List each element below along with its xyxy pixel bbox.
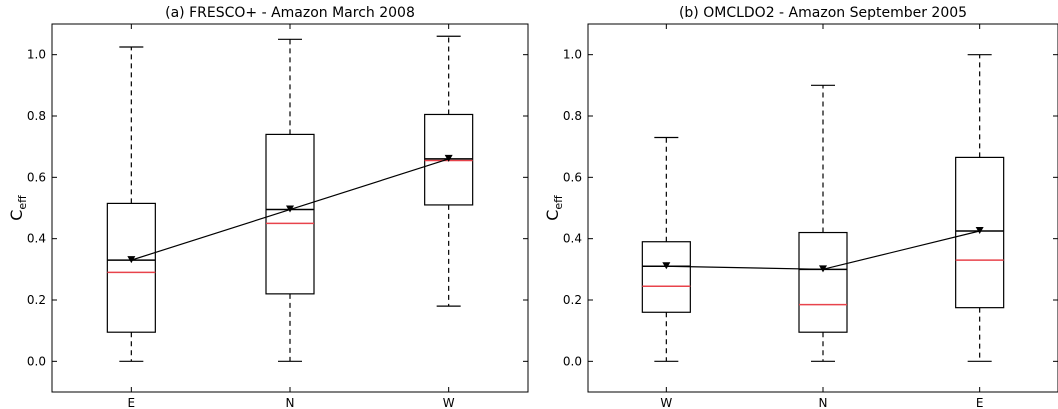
x-tick-label: W	[443, 396, 455, 409]
y-tick-label: 0.6	[27, 170, 46, 184]
box-N	[265, 38, 315, 362]
panel-b: (b) OMCLDO2 - Amazon September 2005 Ceff 0…	[543, 5, 1058, 409]
y-tick-label: 0.2	[27, 293, 46, 307]
y-axis-label: Ceff	[543, 195, 565, 221]
y-tick-label: 0.4	[563, 232, 582, 246]
mean-marker	[975, 227, 984, 234]
y-axis-label-main: C	[543, 210, 562, 221]
y-tick-label: 0.6	[563, 170, 582, 184]
y-tick-label: 0.2	[563, 293, 582, 307]
y-axis-label-main: C	[7, 210, 26, 221]
mean-marker	[127, 256, 136, 264]
x-tick-label: W	[660, 396, 672, 409]
box-W	[424, 35, 474, 307]
y-tick-label: 1.0	[27, 48, 46, 62]
x-tick-label: E	[128, 396, 136, 409]
mean-marker	[444, 154, 453, 162]
mean-marker	[819, 265, 827, 273]
box-E	[106, 46, 156, 362]
mean-line	[666, 230, 980, 270]
x-tick-label: N	[286, 396, 295, 409]
panel-a: (a) FRESCO+ - Amazon March 2008 Ceff 0.0 0.…	[7, 5, 529, 409]
y-tick-label: 1.0	[563, 48, 582, 62]
axes-frame	[51, 23, 529, 393]
x-tick-label: N	[819, 396, 828, 409]
box-iqr	[265, 133, 315, 295]
box-iqr	[955, 156, 1005, 309]
box-W	[641, 136, 691, 362]
y-tick-label: 0.8	[27, 109, 46, 123]
box-E	[955, 54, 1005, 362]
y-tick-label: 0.4	[27, 232, 46, 246]
y-tick-label: 0.0	[27, 354, 46, 368]
box-iqr	[424, 113, 474, 206]
y-axis-label: Ceff	[7, 195, 29, 221]
x-tick-label: E	[976, 396, 984, 409]
box-iqr	[798, 231, 848, 333]
chart-title: (a) FRESCO+ - Amazon March 2008	[165, 5, 415, 21]
box-iqr	[641, 241, 691, 313]
box-N	[798, 84, 848, 362]
y-axis-label-subscript: eff	[552, 195, 565, 210]
axes-frame	[587, 23, 1058, 393]
y-tick-label: 0.0	[563, 354, 582, 368]
chart-title: (b) OMCLDO2 - Amazon September 2005	[679, 5, 967, 21]
y-tick-label: 0.8	[563, 109, 582, 123]
y-axis-label-subscript: eff	[16, 195, 29, 210]
box-iqr	[106, 202, 156, 333]
mean-marker	[662, 262, 671, 270]
mean-marker	[286, 205, 294, 213]
